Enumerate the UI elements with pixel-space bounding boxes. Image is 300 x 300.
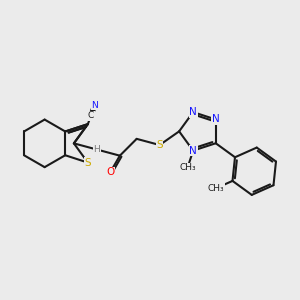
Text: CH₃: CH₃ bbox=[179, 163, 196, 172]
Text: CH₃: CH₃ bbox=[208, 184, 224, 193]
Text: S: S bbox=[156, 140, 163, 150]
Text: H: H bbox=[94, 145, 100, 154]
Text: N: N bbox=[212, 115, 220, 124]
Text: N: N bbox=[92, 100, 98, 109]
Text: C: C bbox=[88, 111, 94, 120]
Text: S: S bbox=[85, 158, 91, 168]
Text: N: N bbox=[189, 107, 197, 117]
Text: N: N bbox=[189, 146, 197, 156]
Text: O: O bbox=[106, 167, 114, 177]
